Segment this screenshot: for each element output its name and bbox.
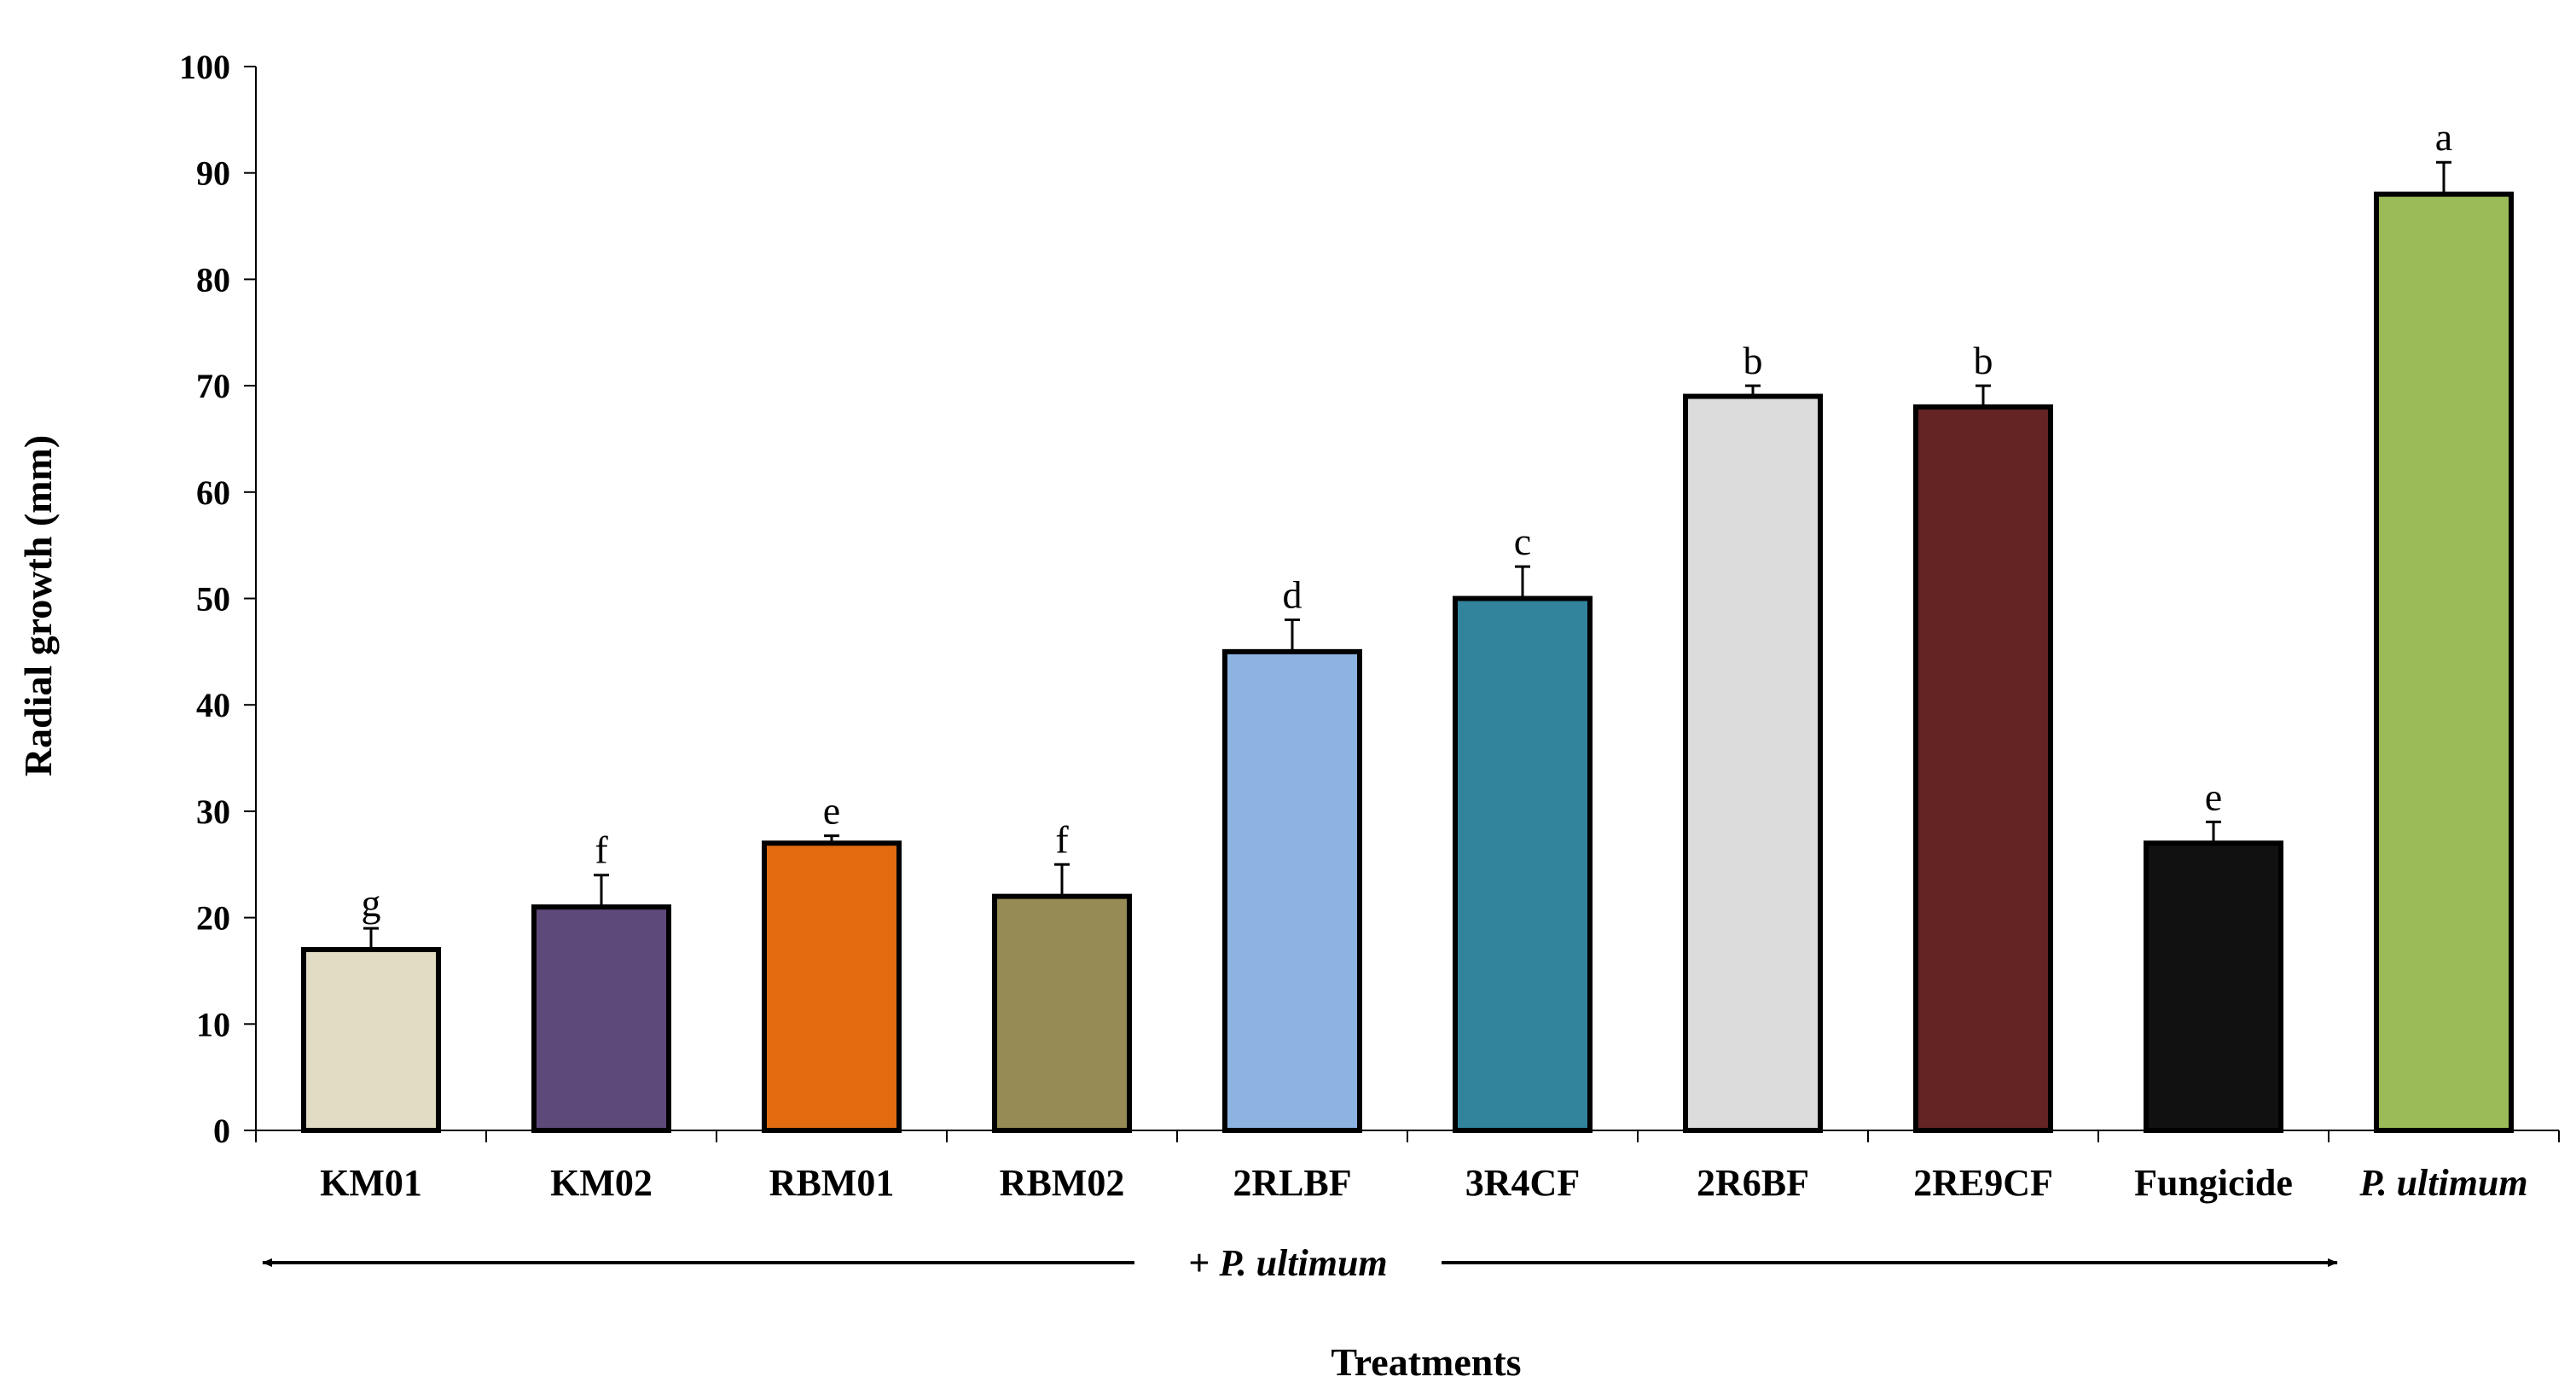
bracket-species: P. ultimum	[1218, 1242, 1387, 1284]
y-tick-label: 80	[196, 260, 230, 299]
category-label: RBM01	[769, 1162, 895, 1204]
y-tick-label: 70	[196, 367, 230, 405]
bar-2re9cf	[1913, 404, 2053, 1134]
y-tick-label: 0	[213, 1112, 230, 1150]
bar-p-ultimum	[2374, 191, 2514, 1133]
category-label: RBM02	[1000, 1162, 1125, 1204]
significance-letter: e	[823, 789, 840, 833]
bar-rbm01	[762, 840, 902, 1133]
y-tick-label: 10	[196, 1005, 230, 1043]
category-label: P. ultimum	[2358, 1162, 2527, 1204]
y-tick-label: 30	[196, 793, 230, 831]
x-axis-title: Treatments	[1331, 1340, 1521, 1384]
bracket-annotation: + P. ultimum	[262, 1242, 2338, 1284]
significance-letter: f	[1055, 817, 1069, 861]
y-tick-label: 20	[196, 899, 230, 938]
y-axis-title: Radial growth (mm)	[16, 435, 60, 776]
bracket-prefix: +	[1188, 1242, 1219, 1284]
y-tick-label: 50	[196, 580, 230, 619]
bar-2r6bf	[1683, 393, 1823, 1133]
significance-letter: e	[2205, 775, 2222, 818]
y-tick-label: 90	[196, 154, 230, 193]
significance-letter: c	[1514, 520, 1531, 563]
category-label: 2R6BF	[1697, 1162, 1809, 1204]
category-label: 2RE9CF	[1913, 1162, 2053, 1204]
category-label: Fungicide	[2134, 1162, 2293, 1204]
bracket-label: + P. ultimum	[1188, 1242, 1387, 1284]
bar-fungicide	[2144, 840, 2283, 1133]
bar-rbm02	[992, 893, 1132, 1134]
category-label: KM02	[550, 1162, 653, 1204]
category-labels: KM01 KM02 RBM01 RBM02 2RLBF 3R4CF 2R6BF 2RE9CF F…	[320, 1162, 2528, 1204]
significance-letter: g	[362, 881, 381, 925]
category-label: KM01	[320, 1162, 422, 1204]
significance-letter: b	[1743, 339, 1763, 382]
significance-letter: b	[1974, 339, 1993, 382]
bar-2rlbf	[1222, 648, 1362, 1133]
significance-letter: f	[595, 828, 608, 872]
significance-letter: a	[2435, 115, 2452, 159]
category-label: 2RLBF	[1233, 1162, 1351, 1204]
bar-km02	[531, 904, 671, 1133]
significance-letter: d	[1283, 572, 1303, 616]
bar-3r4cf	[1453, 595, 1593, 1133]
y-tick-label: 40	[196, 686, 230, 724]
y-tick-label: 100	[179, 48, 230, 86]
category-label: 3R4CF	[1465, 1162, 1580, 1204]
bar-km01	[301, 947, 441, 1134]
bars: g f e f d c b b e a	[301, 115, 2514, 1134]
y-tick-label: 60	[196, 473, 230, 512]
y-axis: 0 10 20 30 40 50 60 70 80 90 100	[179, 48, 257, 1150]
